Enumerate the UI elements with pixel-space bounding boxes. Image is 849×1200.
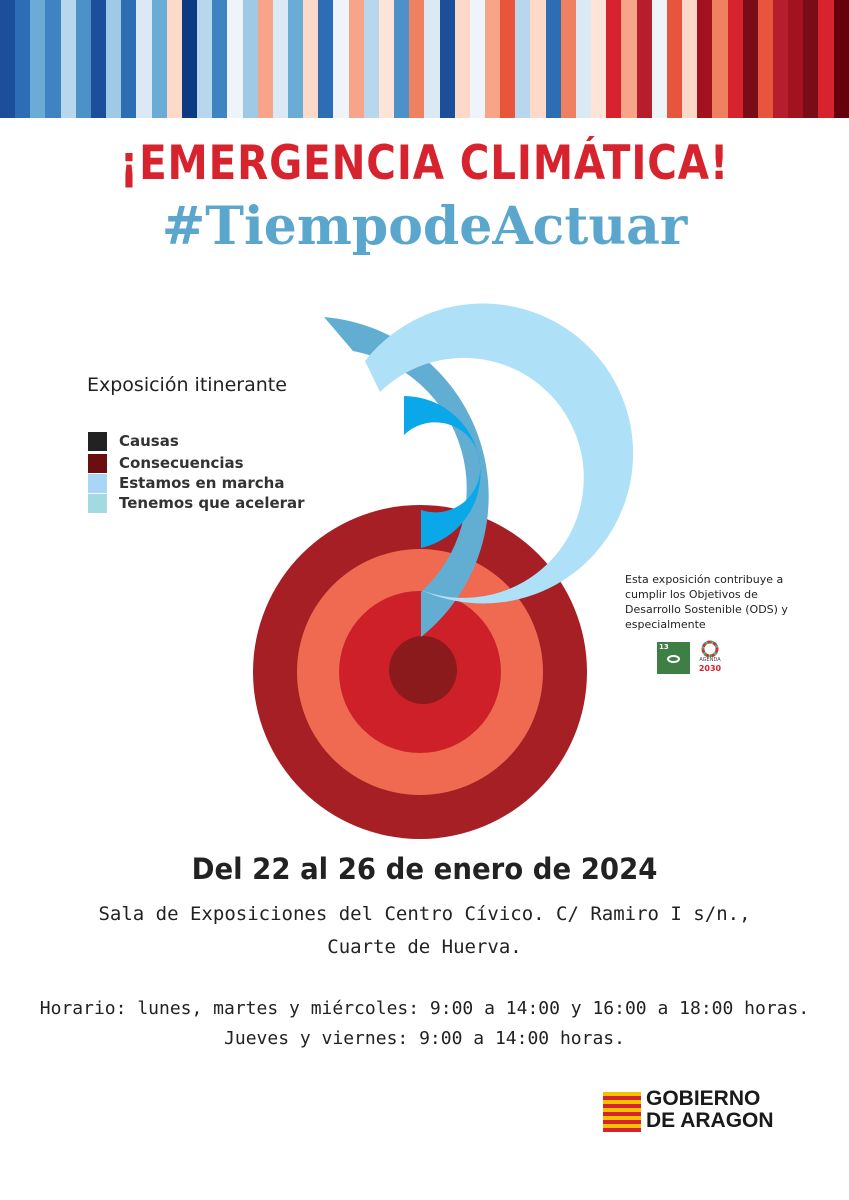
legend-label: Causas [119,432,179,450]
emblem-blue-inner-arc [404,396,481,548]
warming-stripe [485,0,501,118]
warming-stripe [803,0,819,118]
warming-stripe [75,0,91,118]
warming-stripe [348,0,364,118]
warming-stripe [60,0,76,118]
warming-stripe [727,0,743,118]
government-logo-text: GOBIERNO DE ARAGON [646,1088,774,1132]
hours-thu-fri: Jueves y viernes: 9:00 a 14:00 horas. [224,1028,625,1049]
eye-globe-icon [667,655,680,663]
emblem-blue-outer-arc [324,317,489,637]
warming-stripe [242,0,258,118]
warming-stripe [0,0,16,118]
warming-stripes-banner [0,0,849,118]
warming-stripe [575,0,592,118]
warming-stripe [469,0,485,118]
warming-stripe [515,0,531,118]
warming-stripe [424,0,440,118]
legend-item-estamos-en-marcha: Estamos en marcha [88,473,284,493]
warming-stripe [272,0,288,118]
warming-stripe [212,0,228,118]
warming-stripe [121,0,137,118]
hashtag-title: #TiempodeActuar [161,196,688,257]
main-title: ¡EMERGENCIA CLIMÁTICA! [119,136,730,191]
warming-stripe [697,0,713,118]
legend-item-consecuencias: Consecuencias [88,453,244,473]
warming-stripe [409,0,425,118]
warming-stripe [136,0,152,118]
warming-stripe [651,0,667,118]
legend-item-causas: Causas [88,431,179,451]
venue-town: Cuarte de Huerva. [327,936,522,958]
legend-item-tenemos-que-acelerar: Tenemos que acelerar [88,493,305,513]
warming-stripe [287,0,304,118]
warming-stripe [454,0,470,118]
warming-stripe [712,0,728,118]
warming-stripe [545,0,561,118]
emblem-blue-light-arc [365,303,634,604]
warming-stripe [772,0,789,118]
warming-stripe [106,0,122,118]
gov-line-2: DE ARAGON [646,1109,774,1132]
warming-stripe [90,0,107,118]
legend-label: Consecuencias [119,454,244,472]
legend-swatch [88,493,107,513]
agenda-year: 2030 [698,664,722,673]
warming-stripe [788,0,804,118]
ods-13-climate-action-icon: 13 [657,642,690,674]
venue-address: Sala de Exposiciones del Centro Cívico. … [98,903,751,925]
ods-note: Esta exposición contribuye a cumplir los… [625,573,788,631]
warming-stripe [742,0,758,118]
warming-stripe [606,0,622,118]
warming-stripe [500,0,516,118]
warming-stripe [394,0,410,118]
warming-stripe [378,0,395,118]
warming-stripe [636,0,652,118]
warming-stripe [682,0,698,118]
agenda-2030-logo: AGENDA 2030 [694,640,726,678]
warming-stripe [257,0,273,118]
emblem-center-dot [389,636,457,704]
warming-stripe [530,0,546,118]
warming-stripe [30,0,46,118]
exhibition-dates: Del 22 al 26 de enero de 2024 [191,852,658,886]
warming-stripe [227,0,243,118]
warming-stripe [15,0,31,118]
warming-stripe [439,0,455,118]
aragon-flag-icon [603,1092,641,1132]
warming-stripe [333,0,349,118]
legend-label: Tenemos que acelerar [119,494,305,512]
warming-stripe [363,0,379,118]
warming-stripe [181,0,198,118]
warming-stripe [757,0,773,118]
exhibition-label: Exposición itinerante [87,374,287,396]
hours-weekdays: Horario: lunes, martes y miércoles: 9:00… [39,998,810,1019]
agenda-label: AGENDA [699,657,721,663]
legend-label: Estamos en marcha [119,474,285,492]
ods-goal-number: 13 [659,643,669,651]
sdg-wheel-icon [701,640,719,658]
warming-stripe [166,0,182,118]
legend-swatch [88,473,107,493]
warming-stripe [666,0,683,118]
warming-stripe [303,0,319,118]
legend-swatch [88,431,107,451]
warming-stripe [318,0,334,118]
warming-stripe [591,0,607,118]
warming-stripe [560,0,576,118]
warming-stripe [621,0,637,118]
gov-line-1: GOBIERNO [646,1087,761,1110]
warming-stripe [151,0,167,118]
warming-stripe [833,0,849,118]
warming-stripe [45,0,61,118]
legend-swatch [88,453,107,473]
warming-stripe [197,0,213,118]
warming-stripe [818,0,834,118]
